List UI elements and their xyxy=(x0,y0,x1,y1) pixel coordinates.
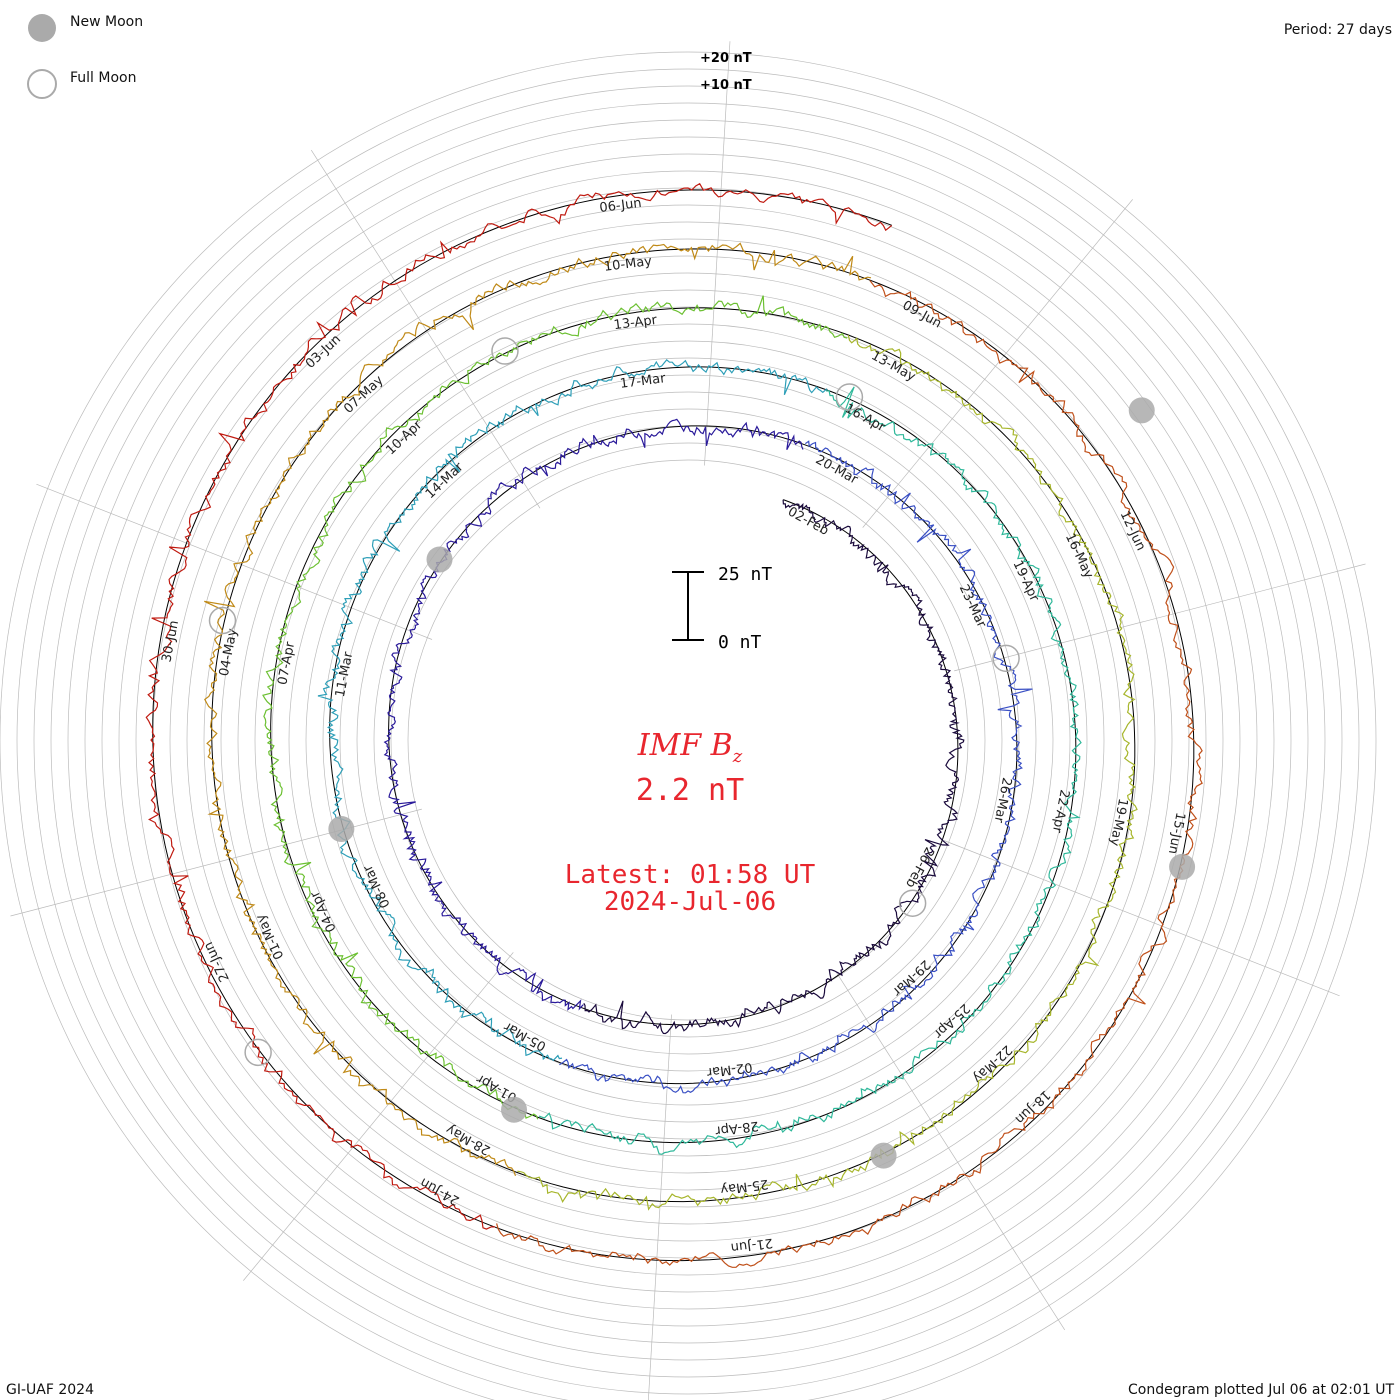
ring-scale-20-label: +20 nT xyxy=(700,51,752,66)
bz-trace-segment xyxy=(559,440,1033,1094)
scale-bar-bottom-label: 0 nT xyxy=(718,632,762,653)
credit-label: GI-UAF 2024 xyxy=(6,1382,94,1398)
plotted-timestamp: Condegram plotted Jul 06 at 02:01 UT xyxy=(1127,1382,1394,1398)
date-label: 21-Jun xyxy=(730,1235,774,1255)
bz-trace-segment xyxy=(204,242,872,1177)
legend-new-moon-label: New Moon xyxy=(70,14,144,30)
full-moon-icon xyxy=(27,69,57,99)
grid-ring xyxy=(186,238,1190,1242)
full-moon-marker xyxy=(992,644,1020,673)
new-moon-marker xyxy=(1128,397,1155,424)
grid-ring xyxy=(33,85,1343,1395)
full-moon-marker xyxy=(208,606,237,635)
grid-ring xyxy=(0,51,1377,1400)
date-label: 28-Apr xyxy=(714,1118,760,1138)
bz-trace-segment xyxy=(583,499,965,1035)
grid-ring xyxy=(220,272,1156,1208)
grid-ring xyxy=(203,255,1173,1225)
grid-ring xyxy=(237,289,1139,1191)
new-moon-marker xyxy=(1169,853,1196,880)
scale-bar: 25 nT 0 nT xyxy=(672,564,772,653)
date-label: 26-Mar xyxy=(991,776,1014,824)
latest-time: Latest: 01:58 UT xyxy=(564,860,816,890)
indicator-title-main: IMF B xyxy=(637,728,733,763)
date-label: 13-May xyxy=(869,348,919,384)
date-label: 20-Mar xyxy=(813,452,861,488)
grid-spoke xyxy=(943,840,1340,997)
indicator-title: IMF Bz xyxy=(540,728,840,767)
legend-full-moon-label: Full Moon xyxy=(70,70,137,86)
date-label: 05-Mar xyxy=(501,1018,549,1054)
date-label: 25-May xyxy=(719,1176,769,1197)
full-moon-marker xyxy=(835,383,864,411)
latest-date: 2024-Jul-06 xyxy=(603,887,777,917)
grid-spoke xyxy=(243,952,514,1281)
grid-ring xyxy=(407,459,969,1021)
full-moon-marker xyxy=(244,1038,272,1067)
grid-spoke xyxy=(310,149,541,509)
grid-ring xyxy=(118,170,1258,1310)
grid-ring xyxy=(169,221,1207,1259)
date-label: 06-Jun xyxy=(599,196,643,216)
full-moon-marker xyxy=(491,337,519,365)
date-label: 13-Apr xyxy=(613,313,659,333)
date-label: 07-May xyxy=(341,373,387,417)
grid-ring xyxy=(16,68,1360,1400)
bz-trace-segment xyxy=(538,386,1082,1155)
bz-trace-segment xyxy=(145,182,893,1230)
grid-ring xyxy=(67,119,1309,1361)
grid-spoke xyxy=(648,1014,672,1400)
grid-ring xyxy=(50,102,1326,1378)
period-label: Period: 27 days xyxy=(1283,22,1392,38)
grid-ring xyxy=(288,340,1088,1140)
date-label: 11-Mar xyxy=(333,650,356,698)
grid-ring xyxy=(101,153,1275,1327)
date-label: 02-Mar xyxy=(705,1059,753,1080)
grid-ring xyxy=(322,374,1054,1106)
grid-spoke xyxy=(704,41,731,466)
scale-bar-top-label: 25 nT xyxy=(718,564,772,585)
date-label: 17-Mar xyxy=(619,371,667,392)
bz-trace-segment xyxy=(262,295,848,1120)
date-label: 27-Jun xyxy=(201,939,233,984)
grid-ring xyxy=(339,391,1037,1089)
grid-ring xyxy=(84,136,1292,1344)
bz-trace-segment xyxy=(383,418,804,1011)
full-moon-marker xyxy=(898,889,927,917)
bz-trace-segment xyxy=(517,334,1138,1211)
new-moon-marker xyxy=(426,546,453,573)
bz-trace-segment xyxy=(317,359,828,1062)
date-label: 10-May xyxy=(603,254,653,275)
bz-trace-segment xyxy=(496,280,1203,1268)
new-moon-marker xyxy=(328,816,355,843)
grid-spoke xyxy=(862,199,1133,528)
indicator-title-subscript: z xyxy=(732,746,743,767)
indicator-value: 2.2 nT xyxy=(635,773,745,808)
grid-ring xyxy=(305,357,1071,1123)
grid-ring xyxy=(390,442,986,1038)
ring-scale-10-label: +10 nT xyxy=(700,78,752,93)
new-moon-marker xyxy=(870,1142,897,1169)
new-moon-icon xyxy=(28,14,56,42)
grid-spoke xyxy=(954,563,1366,672)
grid-ring xyxy=(356,408,1020,1072)
grid-ring xyxy=(254,306,1122,1174)
new-moon-marker xyxy=(501,1096,528,1123)
grid-spoke xyxy=(36,483,433,640)
